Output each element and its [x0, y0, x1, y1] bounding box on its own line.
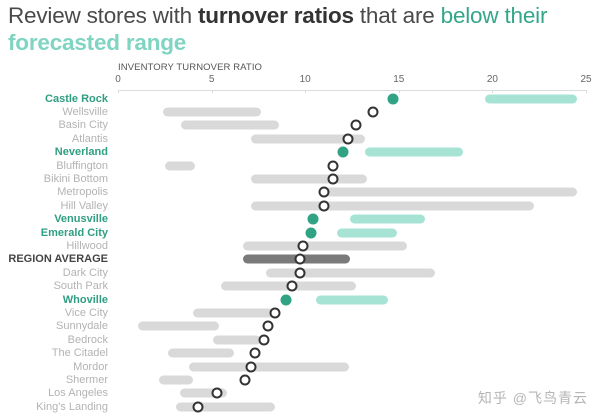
x-tick-mark — [398, 90, 400, 93]
actual-ratio-dot — [327, 160, 339, 171]
forecast-range-bar — [316, 295, 388, 304]
actual-ratio-dot — [211, 387, 223, 399]
store-label: Vice City — [64, 306, 108, 319]
actual-ratio-dot — [294, 253, 306, 265]
forecast-range-bar — [319, 187, 577, 197]
store-label: Shermer — [65, 373, 108, 386]
store-label: The Citadel — [51, 347, 108, 360]
x-tick-mark — [211, 90, 213, 93]
store-label: Los Angeles — [48, 387, 108, 400]
x-tick-label: 15 — [393, 74, 405, 85]
x-tick-label: 20 — [486, 74, 498, 85]
forecast-range-bar — [250, 174, 368, 184]
store-label: Sunnydale — [56, 320, 108, 333]
store-label: Dark City — [62, 266, 108, 279]
actual-ratio-dot — [192, 401, 204, 413]
actual-ratio-dot — [239, 374, 251, 386]
forecast-range-bar — [188, 362, 349, 371]
actual-ratio-dot — [258, 334, 270, 346]
store-label: Bluffington — [56, 159, 108, 172]
store-label: Hill Valley — [60, 199, 108, 212]
actual-ratio-dot — [387, 93, 399, 104]
forecast-range-bar — [138, 321, 220, 331]
title-part-5: forecasted range — [8, 30, 187, 55]
store-label: King's Landing — [36, 400, 108, 413]
actual-ratio-dot — [269, 307, 281, 319]
x-tick-mark — [586, 90, 587, 93]
store-label: Castle Rock — [45, 92, 108, 105]
actual-ratio-dot — [297, 240, 309, 252]
x-tick-label: 0 — [115, 74, 121, 85]
store-label: Mordor — [73, 360, 108, 373]
forecast-range-bar — [162, 107, 261, 117]
title-part-1: Review stores with — [8, 3, 199, 28]
actual-ratio-dot — [350, 119, 362, 131]
title-part-2: turnover ratios — [198, 3, 354, 28]
actual-ratio-dot — [245, 361, 257, 372]
actual-ratio-dot — [342, 133, 354, 145]
store-label: Venusville — [54, 213, 108, 226]
x-tick-mark — [492, 90, 494, 93]
x-axis-title: INVENTORY TURNOVER RATIO — [118, 62, 263, 73]
store-label: South Park — [53, 280, 108, 293]
forecast-range-bar — [181, 120, 280, 130]
actual-ratio-dot — [294, 267, 306, 279]
actual-ratio-dot — [318, 200, 330, 212]
store-label: Whoville — [62, 293, 108, 306]
actual-ratio-dot — [307, 213, 319, 225]
chart-title: Review stores with turnover ratios that … — [8, 2, 547, 56]
forecast-range-bar — [192, 308, 280, 318]
actual-ratio-dot — [337, 146, 349, 158]
actual-ratio-dot — [305, 227, 317, 238]
watermark: 知乎 @飞鸟青云 — [477, 390, 588, 406]
forecast-range-bar — [349, 214, 426, 224]
actual-ratio-dot — [367, 106, 379, 118]
forecast-range-bar — [243, 241, 407, 251]
forecast-range-bar — [250, 201, 534, 211]
forecast-range-bar — [250, 134, 366, 144]
forecast-range-bar — [179, 388, 227, 398]
x-tick-label: 5 — [208, 74, 215, 85]
store-label: Atlantis — [71, 132, 108, 145]
store-label: Bikini Bottom — [43, 172, 108, 185]
forecast-range-bar — [158, 375, 194, 385]
actual-ratio-dot — [318, 186, 330, 198]
store-label: Metropolis — [57, 186, 108, 199]
x-tick-mark — [305, 90, 307, 93]
forecast-range-bar — [336, 228, 398, 237]
actual-ratio-dot — [327, 173, 339, 185]
x-tick-label: 25 — [580, 74, 592, 85]
store-label: Hillwood — [66, 239, 108, 252]
actual-ratio-dot — [262, 320, 274, 332]
forecast-range-bar — [484, 94, 577, 103]
store-label: Wellsville — [62, 105, 108, 118]
title-part-4: below their — [440, 3, 548, 28]
store-label: Emerald City — [40, 226, 108, 239]
forecast-range-bar — [175, 402, 276, 412]
store-label: REGION AVERAGE — [8, 253, 108, 266]
title-part-3: that are — [353, 3, 441, 28]
store-label: Basin City — [58, 119, 108, 132]
forecast-range-bar — [213, 335, 261, 345]
x-tick-label: 10 — [299, 74, 311, 85]
actual-ratio-dot — [286, 280, 298, 292]
forecast-range-bar — [168, 348, 235, 358]
forecast-range-bar — [265, 268, 435, 278]
x-axis-line — [118, 90, 586, 91]
store-label: Bedrock — [67, 333, 108, 346]
actual-ratio-dot — [280, 294, 292, 305]
forecast-range-bar — [164, 161, 195, 170]
forecast-range-bar — [364, 147, 463, 157]
store-label: Neverland — [54, 146, 108, 159]
x-tick-mark — [118, 90, 119, 93]
actual-ratio-dot — [249, 347, 261, 359]
